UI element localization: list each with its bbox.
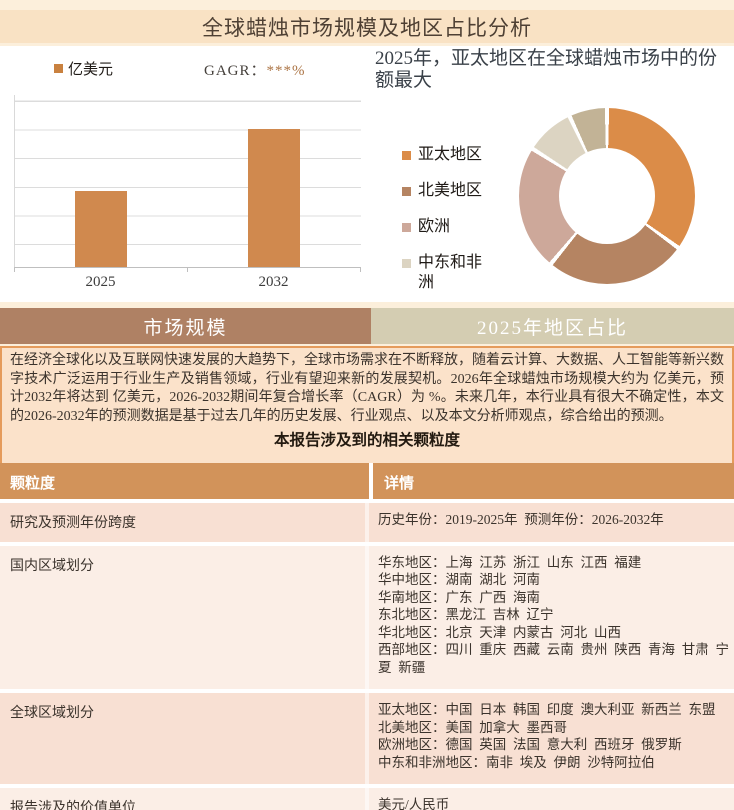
row-detail: 亚太地区：中国 日本 韩国 印度 澳大利亚 新西兰 东盟 北美地区：美国 加拿大 … (369, 693, 734, 784)
donut-legend-item: 亚太地区 (402, 145, 518, 165)
legend-swatch-icon (402, 259, 411, 268)
table-row: 全球区域划分 亚太地区：中国 日本 韩国 印度 澳大利亚 新西兰 东盟 北美地区：美… (0, 693, 734, 784)
cagr-masked-value: ***% (266, 63, 306, 79)
bar-2032 (248, 129, 300, 267)
page-title-bar: 全球蜡烛市场规模及地区占比分析 (0, 10, 734, 43)
detail-line: 北美地区：美国 加拿大 墨西哥 (378, 719, 567, 735)
row-label: 全球区域划分 (0, 693, 369, 784)
axis-tick (187, 267, 188, 272)
legend-swatch-icon (402, 151, 411, 160)
series-label: 亿美元 (68, 62, 114, 78)
bar-x-label: 2032 (258, 274, 289, 290)
legend-label: 亚太地区 (418, 146, 483, 163)
bar-chart-panel: 亿美元 GAGR：***% 2025 2032 (0, 46, 368, 302)
granularity-heading: 本报告涉及到的相关颗粒度 (273, 432, 460, 449)
page-title: 全球蜡烛市场规模及地区占比分析 (202, 15, 532, 40)
detail-line: 东北地区：黑龙江 吉林 辽宁 (378, 607, 554, 622)
bar-plot-area (14, 95, 361, 272)
tab-region-share: 2025年地区占比 (371, 308, 734, 344)
detail-line: 亚太地区：中国 日本 韩国 印度 澳大利亚 新西兰 东盟 (378, 702, 716, 717)
row-detail: 历史年份：2019-2025年 预测年份：2026-2032年 (369, 503, 734, 542)
donut-legend-item: 北美地区 (402, 181, 518, 201)
row-detail: 华东地区：上海 江苏 浙江 山东 江西 福建 华中地区：湖南 湖北 河南 华南地区：… (369, 546, 734, 690)
row-label: 国内区域划分 (0, 545, 369, 689)
bar-x-label: 2025 (85, 274, 116, 290)
market-overview-box: 在经济全球化以及互联网快速发展的大趋势下，全球市场需求在不断释放，随着云计算、大… (0, 346, 734, 463)
cagr-label: GAGR： (204, 63, 267, 79)
detail-line: 中东和非洲地区：南非 埃及 伊朗 沙特阿拉伯 (378, 754, 655, 770)
series-swatch-icon (54, 64, 63, 73)
legend-label: 欧洲 (418, 218, 451, 235)
bar-2025 (75, 191, 127, 267)
granularity-table: 颗粒度 详情 研究及预测年份跨度 历史年份：2019-2025年 预测年份：202… (0, 463, 734, 810)
column-header-granularity: 颗粒度 (0, 463, 369, 499)
legend-swatch-icon (402, 223, 411, 232)
row-detail: 美元/人民币 (369, 788, 734, 810)
market-overview-text: 在经济全球化以及互联网快速发展的大趋势下，全球市场需求在不断释放，随着云计算、大… (10, 353, 724, 424)
charts-section: 亿美元 GAGR：***% 2025 2032 2025年，亚太地区在全球蜡烛市场… (0, 46, 734, 302)
detail-line: 华东地区：上海 江苏 浙江 山东 江西 福建 (378, 554, 642, 570)
column-header-detail: 详情 (373, 463, 734, 499)
tab-market-size: 市场规模 (0, 308, 371, 344)
bar-x-axis-labels: 2025 2032 (14, 274, 360, 291)
legend-swatch-icon (402, 187, 411, 196)
table-body: 研究及预测年份跨度 历史年份：2019-2025年 预测年份：2026-2032年… (0, 503, 734, 810)
detail-line: 华北地区：北京 天津 内蒙古 河北 山西 (378, 624, 621, 640)
table-row: 研究及预测年份跨度 历史年份：2019-2025年 预测年份：2026-2032年 (0, 503, 734, 542)
legend-label: 中东和非洲 (418, 254, 483, 291)
cagr-note: GAGR：***% (204, 59, 306, 80)
donut-title: 2025年，亚太地区在全球蜡烛市场中的份额最大 (375, 48, 718, 91)
detail-line: 历史年份：2019-2025年 预测年份：2026-2032年 (378, 512, 664, 527)
row-label: 报告涉及的价值单位 (0, 788, 369, 810)
detail-line: 华南地区：广东 广西 海南 (378, 589, 540, 605)
row-label: 研究及预测年份跨度 (0, 503, 369, 542)
legend-label: 北美地区 (418, 182, 483, 199)
detail-line: 欧洲地区：德国 英国 法国 意大利 西班牙 俄罗斯 (378, 737, 682, 752)
donut-chart-panel: 2025年，亚太地区在全球蜡烛市场中的份额最大 亚太地区北美地区欧洲中东和非洲 (371, 46, 734, 302)
section-tabs: 市场规模 2025年地区占比 (0, 308, 734, 344)
donut-legend: 亚太地区北美地区欧洲中东和非洲 (402, 145, 518, 309)
detail-line: 美元/人民币 (378, 797, 450, 810)
table-header-row: 颗粒度 详情 (0, 463, 734, 499)
detail-line: 西部地区：四川 重庆 西藏 云南 贵州 陕西 青海 甘肃 宁夏 新疆 (378, 642, 729, 675)
table-row: 报告涉及的价值单位 美元/人民币 (0, 788, 734, 810)
donut-chart (519, 108, 695, 284)
axis-tick (14, 267, 15, 272)
donut-legend-item: 欧洲 (402, 217, 518, 237)
axis-tick (360, 267, 361, 272)
bar-series-legend: 亿美元 (54, 58, 113, 79)
table-row: 国内区域划分 华东地区：上海 江苏 浙江 山东 江西 福建 华中地区：湖南 湖北 河… (0, 545, 734, 690)
detail-line: 华中地区：湖南 湖北 河南 (378, 572, 540, 587)
donut-legend-item: 中东和非洲 (402, 253, 518, 293)
